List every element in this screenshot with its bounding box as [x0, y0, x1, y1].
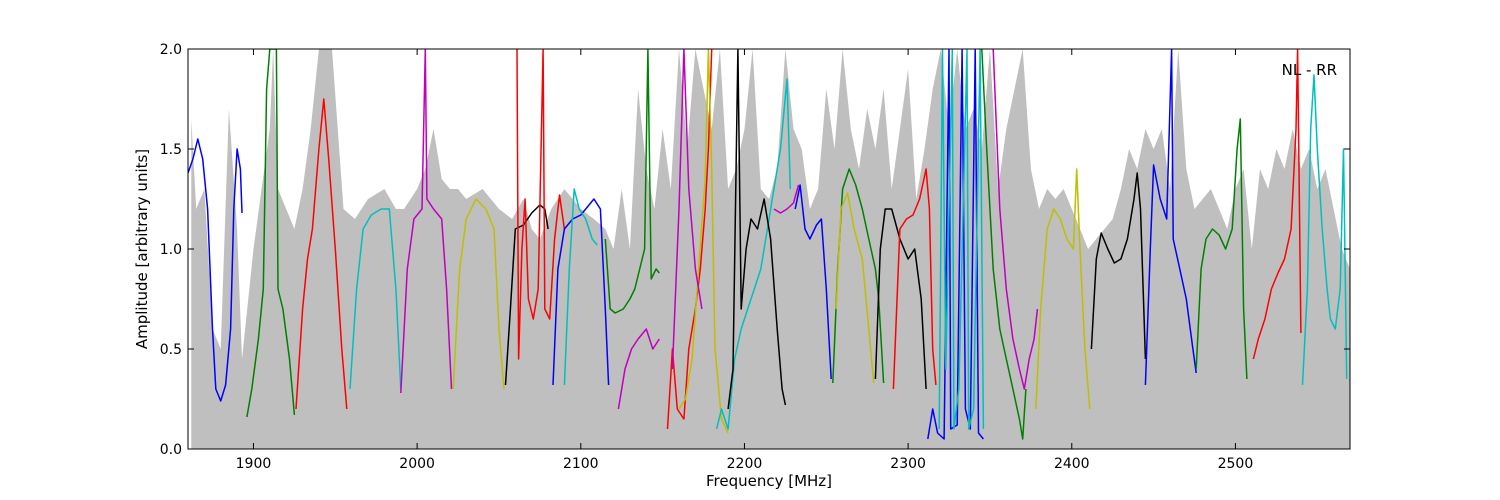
series-line-25 — [938, 49, 985, 430]
series-line-30 — [1144, 49, 1197, 386]
series-line-8 — [516, 49, 566, 360]
series-line-29 — [1090, 172, 1147, 360]
x-axis-label: Frequency [MHz] — [706, 472, 832, 490]
series-line-16 — [715, 78, 792, 430]
chart-annotation: NL - RR — [1282, 61, 1337, 79]
y-axis-label: Amplitude [arbitrary units] — [133, 149, 151, 349]
series-line-4 — [349, 208, 402, 390]
x-tick-label: 1900 — [236, 456, 272, 472]
plot-area — [188, 49, 1350, 449]
series-line-9 — [552, 198, 610, 386]
series-line-32 — [1252, 49, 1302, 360]
series-line-2 — [246, 49, 296, 418]
series-line-31 — [1195, 118, 1248, 380]
series-line-28 — [1035, 168, 1091, 410]
y-tick-label: 2.0 — [160, 42, 182, 58]
series-line-12 — [617, 328, 660, 410]
series-line-15 — [671, 49, 703, 370]
x-tick-label: 2000 — [399, 456, 435, 472]
axis-ticks: 1900 2000 2100 2200 2300 2400 2500 0.0 0.5 1.0 1.5… — [160, 42, 1350, 472]
x-tick-label: 2100 — [563, 456, 599, 472]
series-line-13 — [666, 49, 713, 430]
series-line-24 — [927, 49, 984, 440]
x-tick-label: 2400 — [1054, 456, 1090, 472]
series-line-11 — [604, 49, 660, 314]
series-line-6 — [452, 198, 505, 390]
series-line-33 — [1301, 74, 1348, 386]
series-line-23 — [892, 168, 937, 390]
y-tick-label: 1.5 — [160, 142, 182, 158]
series-line-5 — [400, 49, 453, 394]
y-tick-label: 1.0 — [160, 242, 182, 258]
series-line-27 — [992, 49, 1039, 390]
series-line-10 — [563, 188, 598, 386]
series-line-14 — [678, 49, 729, 434]
x-tick-label: 2200 — [727, 456, 763, 472]
series-line-21 — [835, 192, 875, 384]
series-line-1 — [188, 138, 243, 402]
x-tick-label: 2300 — [890, 456, 926, 472]
series-line-18 — [773, 184, 800, 214]
series-line-3 — [295, 98, 348, 410]
series-line-19 — [794, 184, 832, 380]
series-line-26 — [981, 49, 1027, 440]
y-tick-label: 0.0 — [160, 442, 182, 458]
x-tick-label: 2500 — [1218, 456, 1254, 472]
series-line-17 — [727, 49, 787, 410]
y-tick-label: 0.5 — [160, 342, 182, 358]
